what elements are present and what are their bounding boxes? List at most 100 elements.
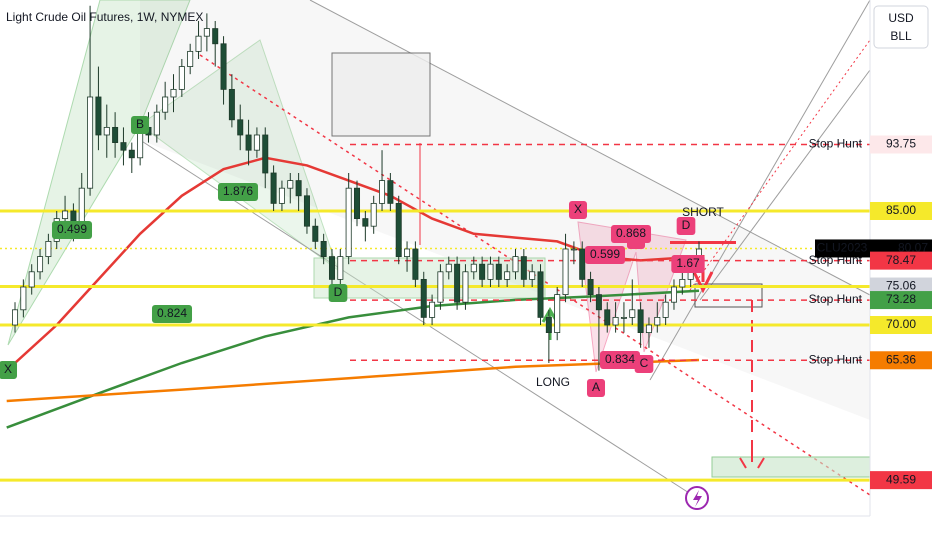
pattern-ratio: 1.876 (223, 184, 253, 198)
candle-body (629, 309, 636, 318)
candle-body (228, 88, 235, 121)
candle-body (212, 28, 219, 45)
candle-body (320, 240, 327, 257)
pattern-ratio: 0.599 (584, 246, 626, 264)
candle-body (220, 43, 227, 90)
candle-body (479, 263, 486, 280)
pattern-point: A (592, 380, 600, 394)
price-label: 65.36 (886, 352, 916, 366)
candle-body (362, 218, 369, 227)
pattern-ratio: 1.67 (676, 256, 700, 270)
candle-body (303, 195, 310, 227)
candle-body (570, 248, 577, 251)
candle-body (595, 294, 602, 311)
pattern-point: C (640, 356, 649, 370)
pattern-ratio-bg (599, 351, 641, 369)
pattern-ratio: 0.499 (51, 221, 93, 239)
price-label: 73.28 (886, 292, 916, 306)
candle-body (203, 28, 210, 37)
price-label: 49.59 (886, 472, 916, 486)
candle-body (545, 316, 552, 333)
candle-body (395, 202, 402, 257)
channel-line (649, 0, 871, 381)
unit[interactable]: BLL (890, 29, 912, 43)
candle-body (587, 278, 594, 295)
candle-body (62, 210, 69, 219)
symbol-badge (815, 239, 870, 258)
pattern-ratio-bg (51, 221, 93, 239)
candle-body (95, 96, 102, 136)
candle-body (112, 126, 119, 143)
price-badge (870, 315, 932, 334)
box (331, 52, 431, 137)
pattern-point: D (682, 218, 691, 232)
levels (0, 143, 870, 482)
price-badge (870, 135, 932, 154)
candle-body (670, 286, 677, 303)
pattern-ratio: 0.868 (616, 226, 646, 240)
candle-body (287, 180, 294, 189)
currency[interactable]: USD (888, 11, 914, 25)
box (313, 257, 546, 299)
price-label: 93.75 (886, 137, 916, 151)
candle-body (153, 111, 160, 136)
pattern-ratio: 0.834 (599, 351, 641, 369)
candle-body (295, 180, 302, 197)
channel-line (699, 69, 871, 301)
candle-body (278, 187, 285, 204)
pattern-green-left (7, 0, 191, 346)
short-label: SHORT (682, 205, 724, 219)
price-badge (870, 277, 932, 296)
candle-body (512, 256, 519, 273)
candle-body (537, 271, 544, 318)
candle-body (262, 134, 269, 174)
candle-body (245, 134, 252, 151)
candle-body (345, 187, 352, 257)
candle-body (654, 316, 661, 326)
candle-body (12, 309, 19, 326)
candle-body (103, 126, 110, 136)
target-box (711, 456, 871, 478)
price-axis (870, 0, 932, 550)
pattern-ratio-bg (151, 305, 193, 323)
candle-body (462, 271, 469, 303)
candles (12, 5, 703, 371)
candle-body (20, 286, 27, 311)
price-badge (870, 351, 932, 370)
pattern-point-bg (586, 379, 606, 397)
candle-body (270, 172, 277, 204)
candle-body (187, 50, 194, 67)
candle-body (28, 271, 35, 288)
price-badge (870, 291, 932, 310)
pattern-ratio-bg (610, 225, 652, 243)
candle-body (420, 278, 427, 318)
pattern-point: X (574, 202, 582, 216)
pattern-point: X (0, 361, 18, 379)
target-marker (739, 452, 765, 469)
candle-body (487, 263, 494, 280)
symbol-label: CLU2023 (817, 241, 868, 255)
pattern-ratio: 0.599 (590, 247, 620, 261)
pattern-point: D (328, 284, 348, 302)
price-label: 78.47 (886, 253, 916, 267)
candle-body (178, 66, 185, 90)
alert-bolt (693, 490, 702, 507)
pattern-ratio: 1.67 (671, 255, 705, 273)
level-note: Stop Hunt (809, 137, 863, 151)
level-note: Stop Hunt (809, 352, 863, 366)
candle-body (370, 202, 377, 227)
pattern-point-bg (328, 284, 348, 302)
long-label: LONG (536, 375, 570, 389)
moving-average (6, 358, 700, 403)
candle-body (37, 256, 44, 273)
pattern-point-bg (568, 201, 588, 219)
candle-body (404, 248, 411, 257)
price-label: 70.00 (886, 317, 916, 331)
candle-body (328, 256, 335, 280)
candle-body (454, 263, 461, 303)
candle-body (87, 96, 94, 189)
currency-box[interactable] (873, 5, 929, 49)
